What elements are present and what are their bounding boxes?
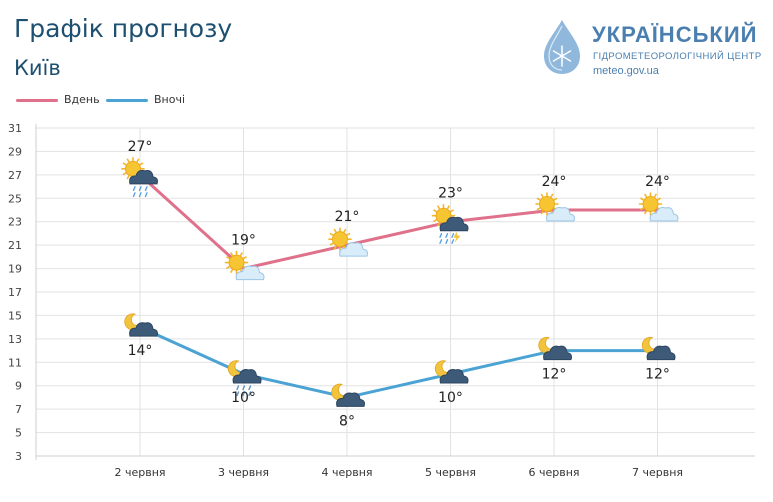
rain-drop	[249, 386, 251, 390]
sun-disc	[229, 255, 244, 270]
sun-cloud-icon	[640, 193, 679, 221]
sun-ray	[551, 194, 552, 196]
y-tick-label: 7	[15, 403, 22, 416]
sun-ray	[448, 206, 449, 208]
sun-ray	[645, 194, 646, 196]
sun-ray	[227, 267, 229, 268]
rain-drop	[452, 234, 454, 238]
sun-ray	[434, 210, 436, 211]
sun-ray	[344, 230, 345, 232]
y-tick-label: 17	[8, 286, 22, 299]
y-tick-label: 31	[8, 122, 22, 135]
day-temp-label: 24°	[542, 174, 567, 190]
rain-drop	[440, 240, 442, 244]
night-temp-label: 10°	[438, 390, 463, 406]
sun-ray	[123, 173, 125, 174]
sun-disc	[643, 197, 658, 212]
sun-ray	[330, 243, 332, 244]
sun-ray	[438, 223, 439, 225]
y-tick-label: 25	[8, 192, 22, 205]
y-tick-label: 13	[8, 333, 22, 346]
sun-ray	[641, 208, 643, 209]
sun-cloud-icon	[536, 193, 575, 221]
y-tick-label: 29	[8, 145, 22, 158]
night-temp-label: 14°	[128, 343, 153, 359]
sun-ray	[335, 247, 336, 249]
sun-ray	[641, 199, 643, 200]
sun-ray	[347, 234, 349, 235]
sun-ray	[542, 194, 543, 196]
rain-drop	[452, 240, 454, 244]
sun-ray	[434, 220, 436, 221]
sun-ray	[451, 210, 453, 211]
rain-drop	[134, 187, 136, 191]
rain-drop	[440, 234, 442, 238]
x-tick-label: 5 червня	[425, 466, 476, 479]
x-tick-label: 7 червня	[632, 466, 683, 479]
sun-ray	[227, 257, 229, 258]
sun-ray	[330, 234, 332, 235]
rain-drop	[146, 187, 148, 191]
sun-ray	[537, 199, 539, 200]
sun-ray	[231, 270, 232, 272]
x-tick-label: 3 червня	[218, 466, 269, 479]
y-tick-label: 21	[8, 239, 22, 252]
x-tick-label: 4 червня	[321, 466, 372, 479]
x-tick-label: 6 червня	[528, 466, 579, 479]
sun-ray	[658, 199, 660, 200]
night-temp-label: 12°	[542, 367, 567, 383]
sun-ray	[554, 199, 556, 200]
sun-ray	[140, 163, 142, 164]
sun-ray	[645, 211, 646, 213]
day-temp-label: 24°	[645, 174, 670, 190]
day-temp-label: 23°	[438, 186, 463, 202]
sun-ray	[128, 159, 129, 161]
day-temp-label: 19°	[231, 233, 256, 249]
sun-ray	[241, 253, 242, 255]
night-temp-label: 8°	[339, 413, 355, 429]
moon-cloud-icon	[539, 337, 572, 359]
sun-ray	[537, 208, 539, 209]
sun-disc	[333, 232, 348, 247]
rain-drop	[134, 193, 136, 197]
sun-ray	[231, 253, 232, 255]
x-tick-label: 2 червня	[114, 466, 165, 479]
day-temp-label: 27°	[128, 139, 153, 155]
rain-drop	[146, 193, 148, 197]
sun-ray	[123, 163, 125, 164]
sun-ray	[655, 194, 656, 196]
y-tick-label: 19	[8, 263, 22, 276]
sun-ray	[335, 230, 336, 232]
night-temp-label: 12°	[645, 367, 670, 383]
y-tick-label: 15	[8, 309, 22, 322]
sun-ray	[244, 257, 246, 258]
sun-ray	[542, 211, 543, 213]
lightning-bolt	[454, 232, 461, 243]
rain-drop	[446, 240, 448, 244]
night-temp-label: 10°	[231, 390, 256, 406]
y-tick-label: 3	[15, 450, 22, 463]
day-temp-label: 21°	[335, 209, 360, 225]
y-tick-label: 9	[15, 380, 22, 393]
sun-ray	[137, 159, 138, 161]
y-tick-label: 27	[8, 169, 22, 182]
y-tick-label: 23	[8, 216, 22, 229]
y-tick-label: 5	[15, 427, 22, 440]
moon-cloud-icon	[642, 337, 675, 359]
sun-disc	[540, 197, 555, 212]
rain-drop	[237, 386, 239, 390]
sun-ray	[128, 176, 129, 178]
moon-cloud-icon	[125, 314, 158, 336]
rain-drop	[446, 234, 448, 238]
sun-ray	[438, 206, 439, 208]
y-tick-label: 11	[8, 356, 22, 369]
